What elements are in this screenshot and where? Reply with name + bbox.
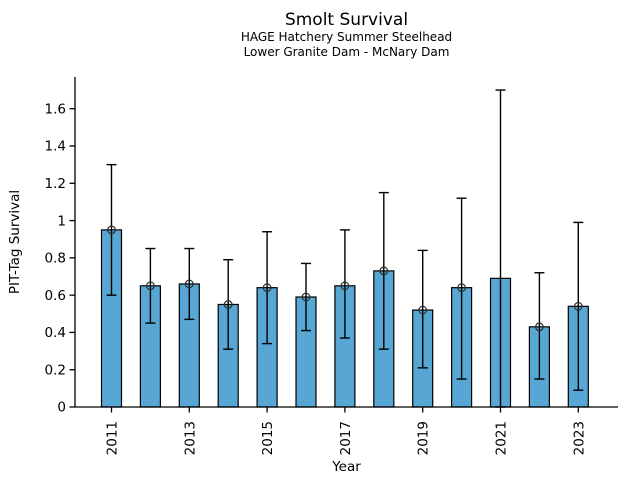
x-axis-label: Year: [331, 459, 361, 475]
chart-subtitle-line1: HAGE Hatchery Summer Steelhead: [240, 30, 453, 44]
y-tick-label: 0: [57, 400, 66, 416]
chart-title-block: Smolt Survival HAGE Hatchery Summer Stee…: [75, 10, 618, 60]
point-marker-2023: [573, 301, 583, 311]
y-tick-label: 0.6: [45, 288, 66, 304]
x-tick-label: 2011: [105, 421, 121, 455]
x-tick-label: 2023: [571, 421, 587, 455]
y-tick-label: 0.2: [45, 362, 66, 378]
x-tick-label: 2015: [260, 421, 276, 455]
y-tick-label: 1: [57, 213, 66, 229]
point-marker-2020: [457, 283, 467, 293]
y-tick-label: 0.8: [45, 251, 66, 267]
point-marker-2013: [184, 279, 194, 289]
chart-title: Smolt Survival: [284, 10, 409, 30]
y-tick-label: 0.4: [45, 325, 66, 341]
y-tick-label: 1.2: [45, 176, 66, 192]
point-marker-2018: [379, 266, 389, 276]
x-tick-label: 2019: [416, 421, 432, 455]
y-tick-label: 1.4: [45, 139, 66, 155]
point-marker-2014: [223, 300, 233, 309]
chart-subtitle-line2: Lower Granite Dam - McNary Dam: [243, 45, 450, 59]
point-marker-2011: [107, 225, 116, 235]
point-marker-2022: [535, 322, 544, 332]
x-tick-label: 2013: [182, 421, 198, 455]
x-tick-label: 2017: [338, 421, 354, 455]
x-tick-label: 2021: [494, 421, 510, 455]
y-axis-label: PIT-Tag Survival: [7, 190, 23, 294]
point-marker-2015: [262, 283, 272, 293]
point-marker-2012: [145, 281, 155, 291]
point-marker-2019: [418, 305, 428, 315]
point-marker-2016: [301, 292, 311, 302]
point-marker-2017: [340, 281, 350, 291]
y-tick-label: 1.6: [45, 101, 66, 117]
